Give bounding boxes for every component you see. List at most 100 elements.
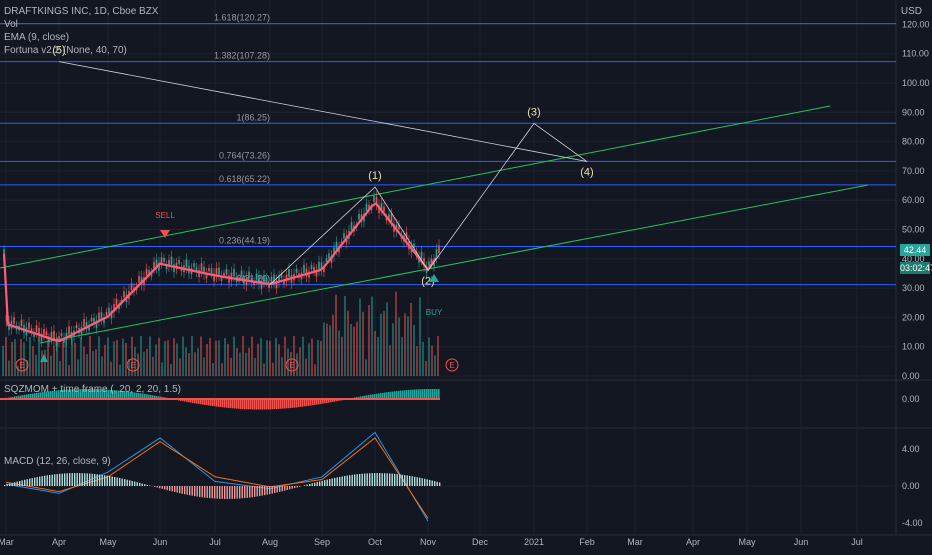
volume-bar [338, 330, 340, 376]
volume-bar [368, 305, 370, 376]
volume-bar [269, 341, 271, 376]
sqzmom-bar [276, 399, 278, 409]
volume-bar [371, 297, 373, 376]
sqzmom-bar [438, 389, 440, 399]
macd-histogram-bar [324, 480, 325, 486]
y-tick-label: 20.00 [902, 312, 925, 322]
macd-histogram-bar [219, 486, 220, 499]
macd-histogram-bar [189, 486, 190, 495]
macd-histogram-bar [49, 475, 50, 486]
macd-histogram-bar [414, 477, 415, 486]
volume-bar [365, 359, 367, 376]
macd-histogram-bar [229, 486, 230, 499]
macd-histogram-bar [339, 477, 340, 486]
macd-histogram-bar [67, 473, 68, 486]
macd-histogram-bar [424, 479, 425, 486]
volume-bar [194, 352, 196, 376]
macd-histogram-bar [264, 486, 265, 495]
sqzmom-bar [224, 399, 226, 408]
volume-bar [257, 344, 259, 376]
macd-histogram-bar [344, 476, 345, 486]
candle-body [428, 261, 430, 265]
macd-histogram-bar [187, 486, 188, 495]
macd-histogram-bar [107, 476, 108, 486]
volume-bar [416, 346, 418, 376]
volume-bar [203, 357, 205, 376]
macd-histogram-bar [52, 475, 53, 486]
volume-bar [413, 325, 415, 376]
macd-histogram-bar [179, 486, 180, 493]
macd-histogram-bar [297, 486, 298, 487]
volume-bar [275, 338, 277, 376]
macd-histogram-bar [322, 481, 323, 486]
candle-body [146, 269, 148, 276]
macd-histogram-bar [119, 478, 120, 486]
volume-bar [314, 364, 316, 376]
sqzmom-bar [294, 399, 296, 408]
candle-body [21, 320, 23, 327]
macd-histogram-bar [34, 478, 35, 486]
macd-histogram-bar [334, 478, 335, 486]
volume-bar [224, 338, 226, 376]
sqzmom-bar [422, 389, 424, 399]
macd-histogram-bar [32, 478, 33, 486]
volume-bar [359, 298, 361, 376]
macd-histogram-bar [89, 474, 90, 486]
x-tick-label: Jun [153, 537, 168, 547]
candle-body [161, 257, 163, 263]
macd-histogram-bar [364, 474, 365, 486]
macd-histogram-bar [439, 482, 440, 486]
candle-body [91, 318, 93, 321]
x-tick-label: May [738, 537, 756, 547]
macd-histogram-bar [232, 486, 233, 499]
candle-body [43, 329, 45, 335]
macd-histogram-bar [72, 473, 73, 486]
volume-bar [437, 336, 439, 376]
volume-bar [428, 337, 430, 376]
volume-bar [233, 337, 235, 376]
sqzmom-legend: SQZMOM + time frame (, 20, 2, 20, 1.5) [4, 384, 181, 396]
volume-bar [221, 363, 223, 376]
macd-histogram-bar [419, 478, 420, 486]
macd-histogram-bar [289, 486, 290, 489]
volume-bar [140, 336, 142, 376]
macd-histogram-bar [407, 475, 408, 486]
volume-bar [230, 358, 232, 376]
candle-body [218, 268, 220, 275]
macd-histogram-bar [4, 485, 5, 486]
macd-histogram-bar [92, 474, 93, 486]
macd-histogram-bar [244, 486, 245, 498]
volume-bar [218, 340, 220, 376]
sqzmom-bar [262, 399, 264, 409]
volume-bar [59, 361, 61, 376]
volume-bar [179, 358, 181, 376]
volume-bar [44, 350, 46, 376]
x-tick-label: May [99, 537, 117, 547]
volume-bar [215, 341, 217, 376]
candle-body [226, 269, 228, 275]
volume-bar [80, 337, 82, 376]
x-tick-label: Nov [420, 537, 437, 547]
macd-histogram-bar [27, 479, 28, 486]
candle-body [383, 207, 385, 212]
sqzmom-bar [304, 399, 306, 406]
volume-bar [77, 360, 79, 376]
macd-histogram-bar [349, 475, 350, 486]
candle-body [318, 262, 320, 270]
macd-histogram-bar [224, 486, 225, 499]
macd-histogram-bar [429, 480, 430, 486]
macd-histogram-bar [19, 481, 20, 486]
macd-histogram-bar [282, 486, 283, 491]
volume-bar [398, 318, 400, 376]
candle-body [351, 222, 353, 229]
macd-histogram-bar [347, 476, 348, 486]
sell-signal-label: SELL [155, 211, 175, 220]
fib-level-label: 1(86.25) [236, 112, 270, 122]
candle-body [83, 319, 85, 327]
candle-body [201, 263, 203, 271]
sqzmom-bar [266, 399, 268, 409]
candle-body [296, 269, 298, 273]
volume-bar [305, 359, 307, 376]
